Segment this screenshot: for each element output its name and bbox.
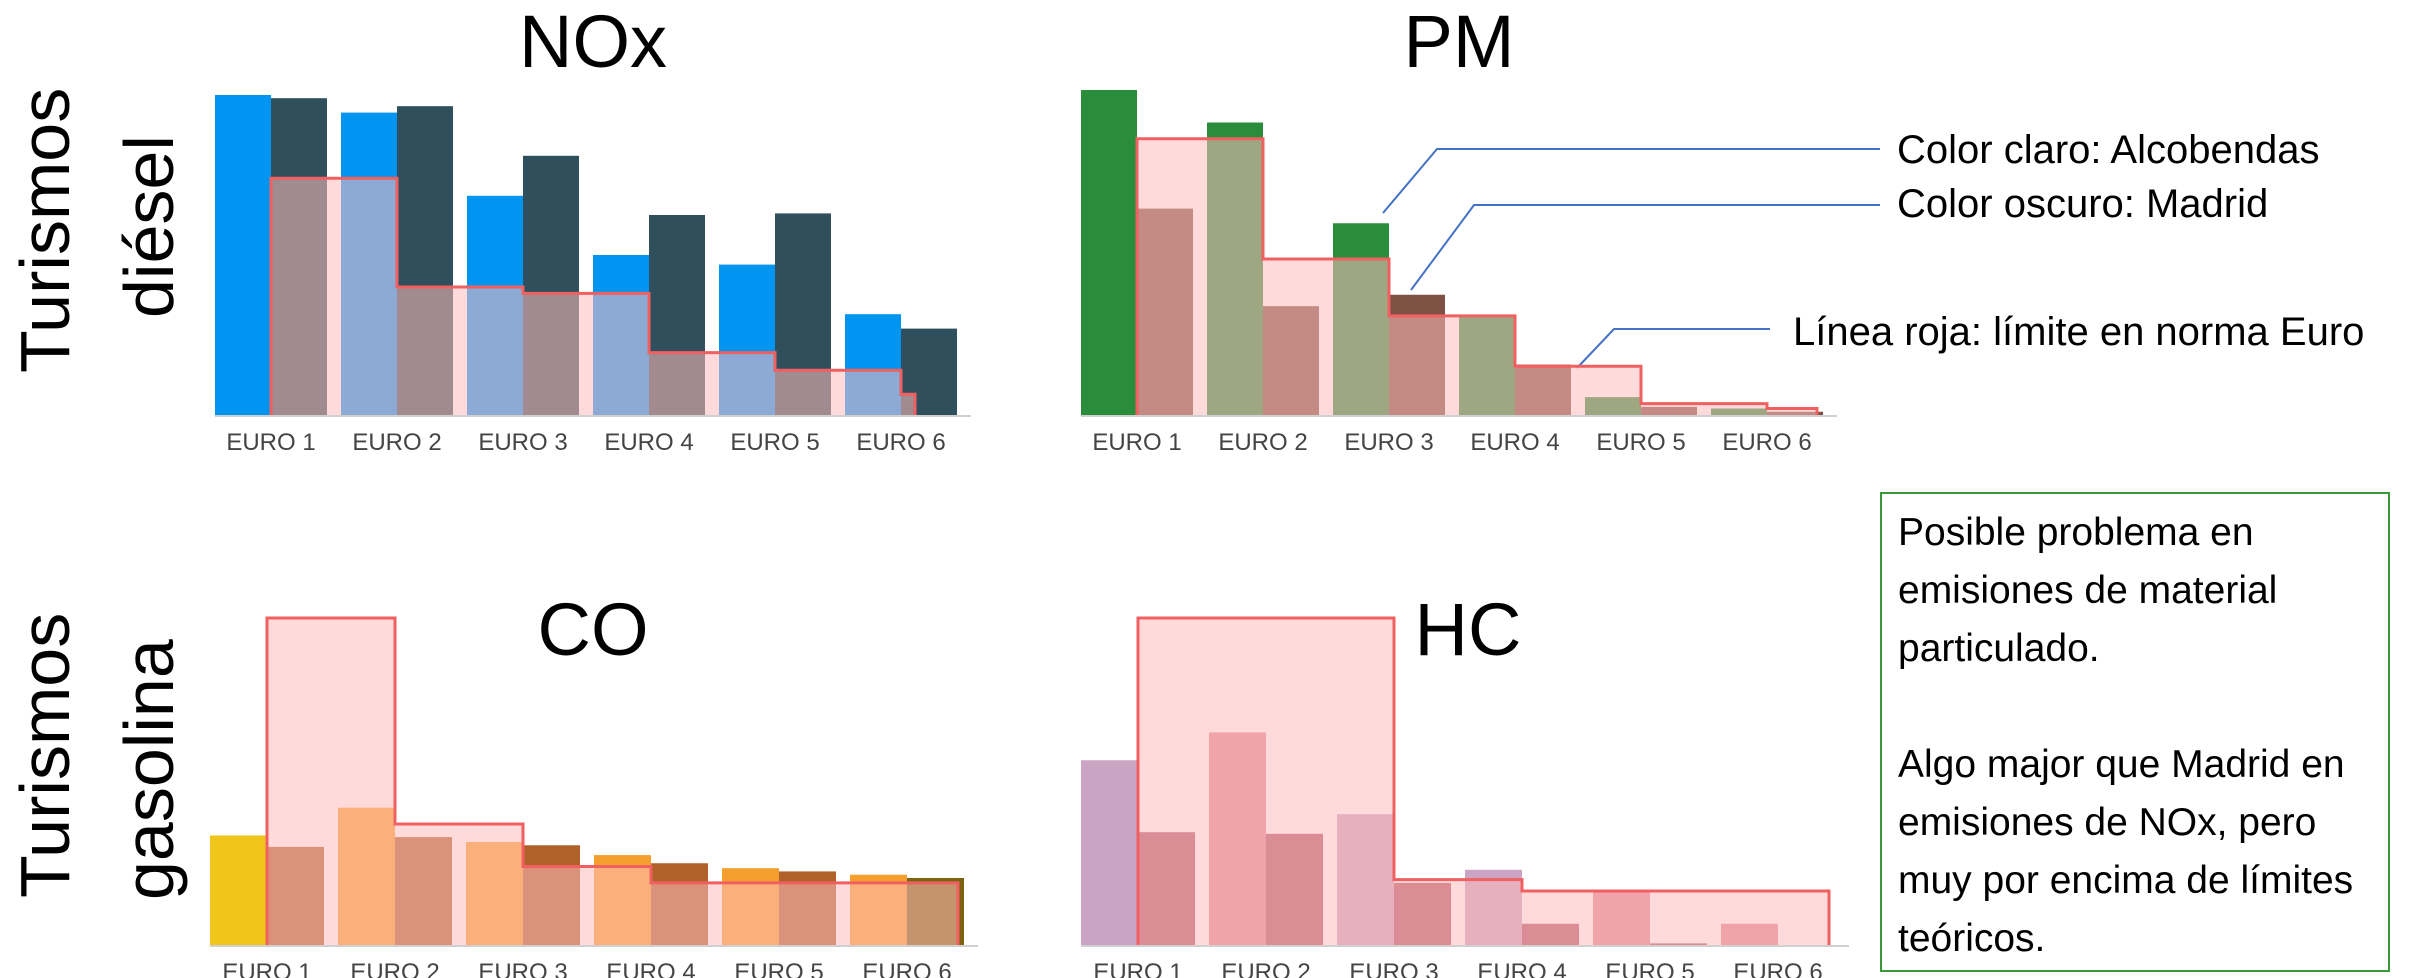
tick-label-hc-1: EURO 1 (1093, 959, 1182, 978)
tick-label-nox-2: EURO 2 (352, 429, 441, 456)
legend-limit-label: Línea roja: límite en norma Euro (1793, 310, 2365, 354)
chart-title-nox: NOx (519, 0, 667, 83)
legend-connector-3 (1576, 328, 1770, 369)
chart-title-hc: HC (1414, 588, 1522, 671)
limit-line-hc (1136, 616, 1831, 945)
tick-label-co-4: EURO 4 (606, 959, 695, 978)
limit-area-pm (1137, 138, 1817, 415)
bar-nox-alcobendas-1 (215, 95, 271, 415)
tick-label-hc-6: EURO 6 (1733, 959, 1822, 978)
tick-label-hc-4: EURO 4 (1477, 959, 1566, 978)
limit-line-nox (269, 176, 917, 415)
tick-label-pm-1: EURO 1 (1092, 429, 1181, 456)
bar-pm-alcobendas-1 (1081, 90, 1137, 415)
chart-title-pm: PM (1403, 0, 1515, 83)
chart-pm: EURO 1 EURO 2 EURO 3 EURO 4 EURO 5 EURO 6 (1081, 90, 1837, 456)
note-box: Posible problema en emisiones de materia… (1880, 492, 2390, 972)
limit-line-co (265, 616, 960, 945)
chart-nox: EURO 1 EURO 2 EURO 3 EURO 4 EURO 5 EURO 6 (215, 95, 971, 456)
bar-co-alcobendas-1 (210, 835, 267, 945)
tick-label-pm-5: EURO 5 (1596, 429, 1685, 456)
limit-line-pm (1135, 137, 1819, 415)
tick-label-pm-3: EURO 3 (1344, 429, 1433, 456)
tick-label-pm-6: EURO 6 (1722, 429, 1811, 456)
legend-dark-label: Color oscuro: Madrid (1897, 182, 2269, 226)
legend-light-label: Color claro: Alcobendas (1897, 128, 2320, 172)
legend-connector-2 (1410, 204, 1880, 291)
limit-area-co (267, 618, 958, 945)
tick-label-nox-3: EURO 3 (478, 429, 567, 456)
limit-area-nox (271, 178, 915, 415)
tick-label-pm-2: EURO 2 (1218, 429, 1307, 456)
chart-title-co: CO (537, 588, 649, 671)
tick-label-co-3: EURO 3 (478, 959, 567, 978)
chart-hc: EURO 1 EURO 2 EURO 3 EURO 4 EURO 5 EURO 6 (1081, 616, 1849, 978)
tick-label-co-2: EURO 2 (350, 959, 439, 978)
tick-label-nox-4: EURO 4 (604, 429, 693, 456)
tick-label-nox-1: EURO 1 (226, 429, 315, 456)
legend-connectors (1382, 148, 1880, 369)
tick-label-hc-5: EURO 5 (1605, 959, 1694, 978)
bar-hc-alcobendas-1 (1081, 760, 1138, 945)
note-paragraph-1: Posible problema en emisiones de materia… (1898, 511, 2278, 670)
tick-label-co-6: EURO 6 (862, 959, 951, 978)
tick-label-co-5: EURO 5 (734, 959, 823, 978)
limit-area-hc (1138, 618, 1829, 945)
tick-label-hc-2: EURO 2 (1221, 959, 1310, 978)
legend-connector-1 (1382, 148, 1880, 214)
tick-label-pm-4: EURO 4 (1470, 429, 1559, 456)
tick-label-co-1: EURO 1 (222, 959, 311, 978)
note-paragraph-2: Algo major que Madrid en emisiones de NO… (1898, 743, 2354, 960)
tick-label-hc-3: EURO 3 (1349, 959, 1438, 978)
tick-label-nox-5: EURO 5 (730, 429, 819, 456)
tick-label-nox-6: EURO 6 (856, 429, 945, 456)
chart-co: EURO 1 EURO 2 EURO 3 EURO 4 EURO 5 EURO 6 (210, 616, 978, 978)
